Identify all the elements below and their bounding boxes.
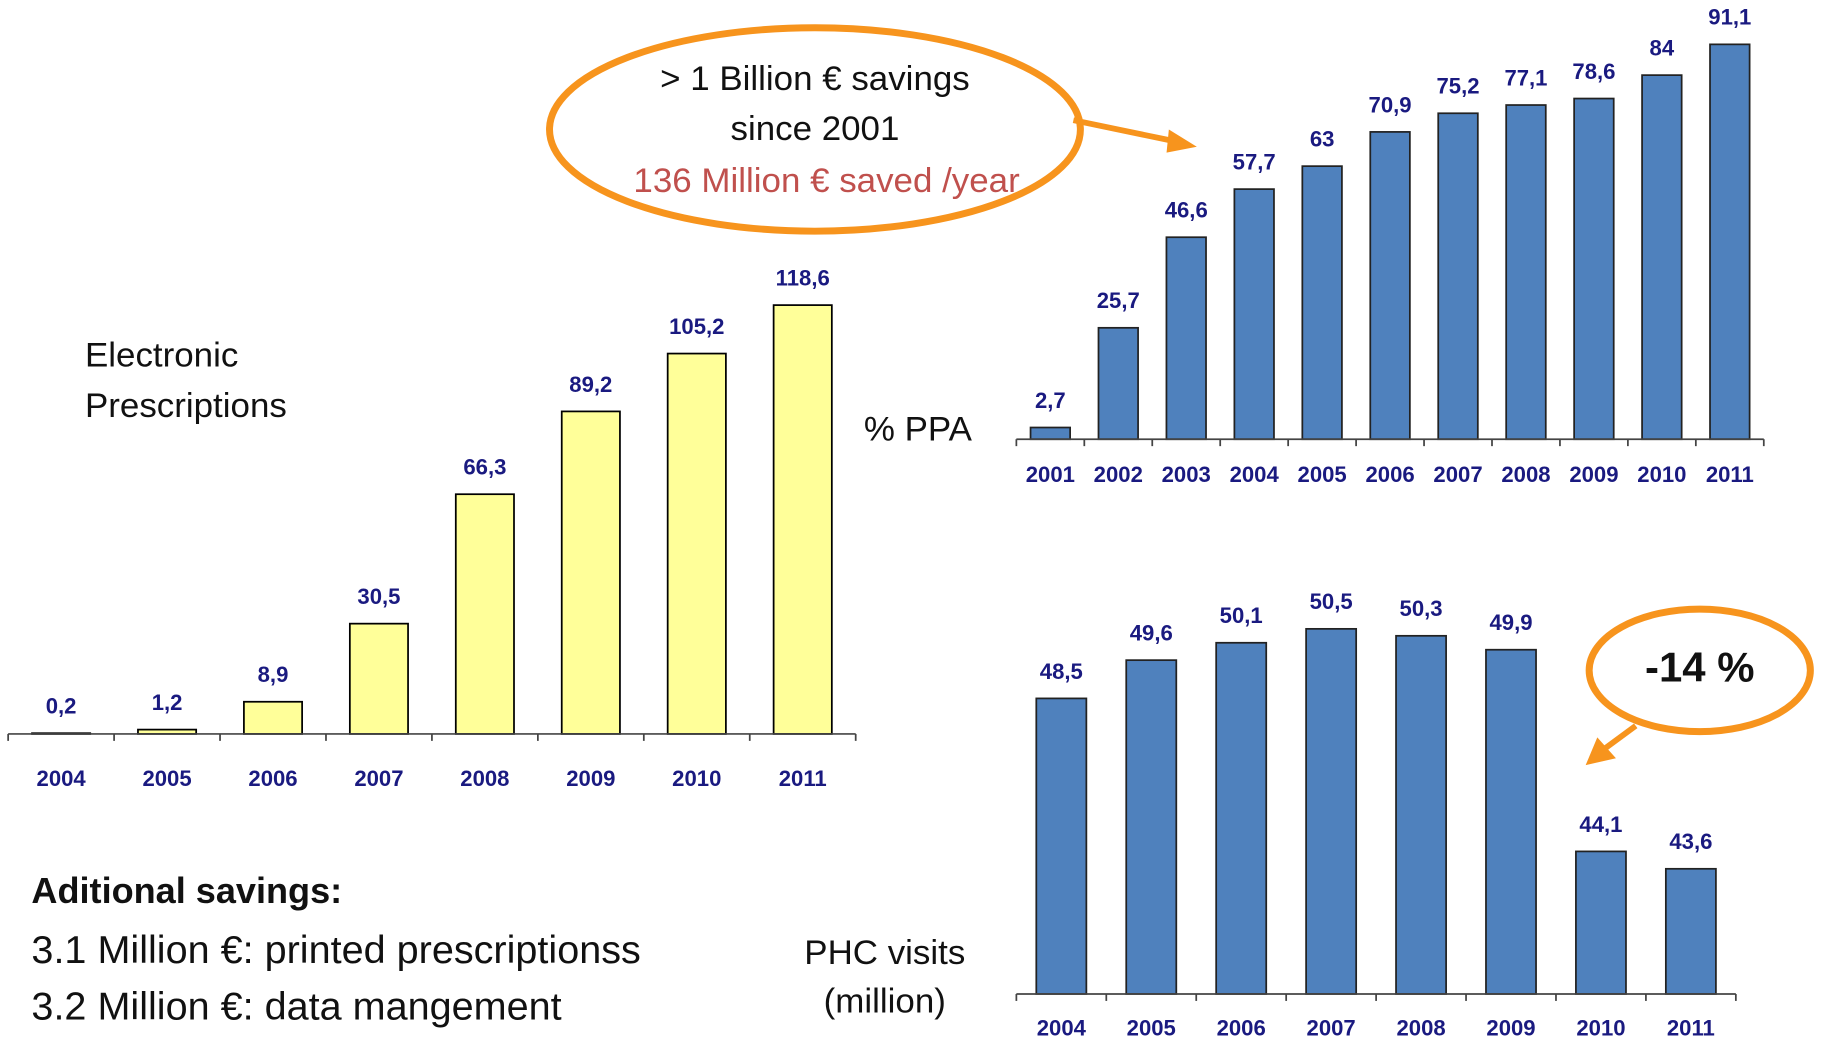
arrow-head [1166, 129, 1197, 153]
x-tick-label: 2008 [460, 766, 509, 791]
x-tick-label: 2004 [1037, 1016, 1087, 1041]
bar [1233, 188, 1275, 441]
value-label: 78,6 [1572, 59, 1615, 84]
chart-label: PHC visits [804, 933, 965, 972]
bar [1215, 641, 1268, 995]
callout-text: > 1 Billion € savings [660, 59, 970, 98]
x-tick-label: 2011 [779, 766, 827, 791]
x-tick-label: 2001 [1026, 462, 1075, 487]
callout-arrow [1072, 117, 1175, 144]
value-label: 25,7 [1097, 288, 1140, 313]
bar [243, 700, 303, 735]
bar [1369, 131, 1411, 441]
bar [1505, 104, 1547, 441]
x-tick-label: 2007 [1433, 462, 1482, 487]
value-label: 30,5 [357, 584, 400, 609]
chart-label: Prescriptions [85, 386, 287, 425]
value-label: 84 [1650, 36, 1675, 61]
x-tick-label: 2011 [1667, 1016, 1715, 1041]
x-tick-label: 2005 [1127, 1016, 1176, 1041]
value-label: 77,1 [1504, 65, 1547, 90]
value-label: 66,3 [463, 455, 506, 480]
value-label: 43,6 [1669, 829, 1712, 854]
value-label: 89,2 [569, 372, 612, 397]
x-tick-label: 2003 [1162, 462, 1211, 487]
callout-text: -14 % [1645, 643, 1754, 690]
x-tick-label: 2004 [1230, 462, 1280, 487]
callout-arrow [1602, 723, 1638, 752]
x-tick-label: 2006 [1217, 1016, 1266, 1041]
bar [1165, 236, 1207, 441]
callout-text: 136 Million € saved /year [633, 161, 1020, 200]
value-label: 75,2 [1437, 74, 1480, 99]
bar [1437, 112, 1479, 441]
bar [1485, 648, 1537, 995]
x-tick-label: 2005 [142, 766, 191, 791]
value-label: 105,2 [669, 314, 724, 339]
notes-heading: Aditional savings: [31, 870, 342, 911]
bar [772, 304, 833, 735]
value-label: 70,9 [1369, 92, 1412, 117]
x-tick-label: 2011 [1706, 462, 1754, 487]
value-label: 57,7 [1233, 150, 1276, 175]
bar [1573, 97, 1615, 441]
x-tick-label: 2006 [1365, 462, 1414, 487]
value-label: 50,5 [1310, 589, 1353, 614]
bar [1664, 867, 1717, 995]
chart-label: Electronic [85, 335, 238, 374]
bar [454, 493, 515, 735]
arrow-head [1585, 737, 1616, 766]
x-tick-label: 2009 [566, 766, 615, 791]
value-label: 0,2 [46, 694, 77, 719]
chart-label: % PPA [864, 409, 973, 448]
value-label: 8,9 [258, 662, 289, 687]
bar [1305, 627, 1358, 995]
value-label: 49,9 [1489, 610, 1532, 635]
x-tick-label: 2004 [37, 766, 87, 791]
x-tick-label: 2010 [1637, 462, 1686, 487]
x-tick-label: 2009 [1486, 1016, 1535, 1041]
value-label: 46,6 [1165, 198, 1208, 223]
callout-ellipse [546, 24, 1084, 235]
bar [1029, 426, 1072, 441]
x-tick-label: 2007 [1307, 1016, 1356, 1041]
bar [1641, 74, 1683, 441]
bar [1395, 634, 1447, 995]
notes-line: 3.2 Million €: data mangement [31, 985, 561, 1029]
value-label: 2,7 [1035, 388, 1066, 413]
x-tick-label: 2005 [1298, 462, 1347, 487]
value-label: 63 [1310, 127, 1335, 152]
value-label: 49,6 [1130, 621, 1173, 646]
callout-text: since 2001 [730, 109, 899, 148]
value-label: 50,1 [1220, 603, 1263, 628]
x-tick-label: 2009 [1569, 462, 1618, 487]
value-label: 50,3 [1400, 596, 1443, 621]
value-label: 44,1 [1579, 812, 1622, 837]
value-label: 91,1 [1708, 5, 1751, 30]
bar [1301, 165, 1343, 441]
bar [1709, 43, 1751, 441]
x-tick-label: 2002 [1094, 462, 1143, 487]
bar [666, 352, 727, 735]
x-tick-label: 2007 [354, 766, 403, 791]
bar [1035, 697, 1088, 995]
value-label: 48,5 [1040, 659, 1083, 684]
bar [1575, 850, 1627, 995]
x-tick-label: 2010 [672, 766, 721, 791]
chart-label: (million) [824, 982, 946, 1021]
x-tick-label: 2010 [1576, 1016, 1625, 1041]
x-tick-label: 2008 [1501, 462, 1550, 487]
notes-line: 3.1 Million €: printed prescriptionss [31, 928, 640, 972]
bar [1125, 659, 1178, 995]
x-tick-label: 2008 [1396, 1016, 1445, 1041]
bar [348, 622, 409, 735]
bar [1097, 326, 1139, 441]
value-label: 118,6 [776, 266, 830, 291]
x-tick-label: 2006 [248, 766, 297, 791]
callout-ellipse [1585, 605, 1814, 736]
bar [560, 410, 621, 735]
value-label: 1,2 [152, 690, 183, 715]
